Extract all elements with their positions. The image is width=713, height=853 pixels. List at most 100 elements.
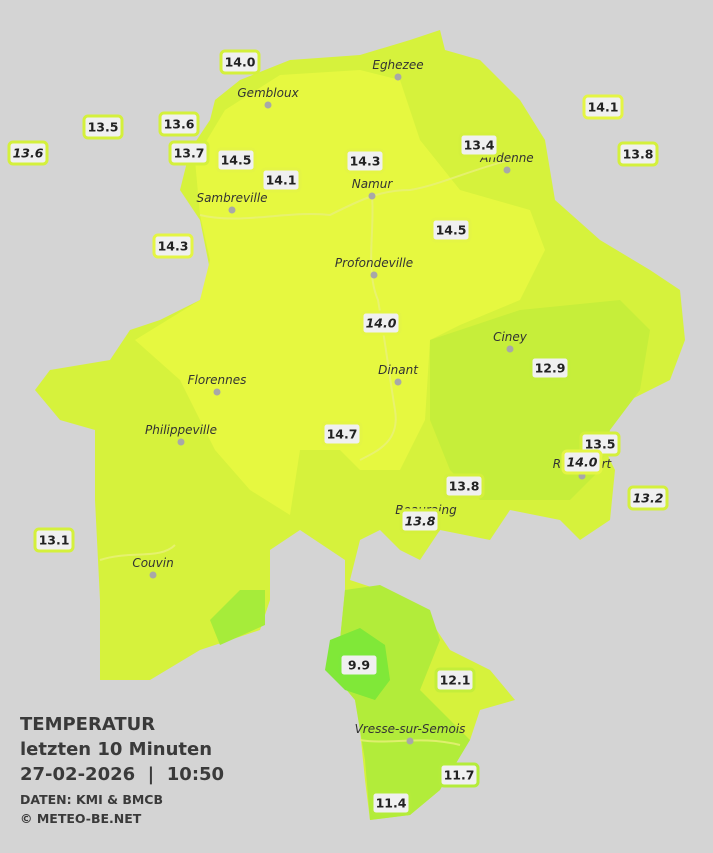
temperature: 9.9: [348, 658, 370, 673]
river: [199, 159, 511, 220]
city-dot: [394, 73, 402, 81]
city-dot: [149, 571, 157, 579]
temperature: 14.0: [567, 455, 598, 470]
temperature: 13.8: [623, 147, 654, 162]
river: [359, 195, 397, 461]
temperature: 13.7: [174, 146, 205, 161]
badge-box: [82, 114, 124, 140]
badge-box: [458, 132, 500, 158]
city-label: Namur: [352, 177, 394, 191]
temperature: 12.1: [440, 673, 471, 688]
city-label: Florennes: [188, 373, 247, 387]
cool-zone: [210, 590, 265, 645]
city-label: Sambreville: [196, 191, 267, 205]
badge-box: [344, 148, 386, 174]
caption-datetime: 27-02-2026 | 10:50: [20, 764, 224, 785]
temperature: 14.1: [266, 173, 297, 188]
station-badge: 14.7: [321, 421, 363, 447]
temperature: 11.4: [376, 796, 407, 811]
station-badge: 14.0: [219, 49, 261, 75]
temperature: 13.8: [405, 514, 436, 529]
station-badge: 13.1: [33, 527, 75, 553]
badge-box: [430, 217, 472, 243]
station-badge: 14.0: [561, 449, 603, 475]
station-badge: 13.8: [617, 141, 659, 167]
badge-box: [399, 508, 441, 534]
station-badge: 9.9: [338, 652, 380, 678]
badge-box: [360, 310, 402, 336]
badge-box: [370, 790, 412, 816]
city-label: Profondeville: [335, 256, 413, 270]
badge-box: [438, 762, 480, 788]
caption-title: TEMPERATUR: [20, 714, 155, 735]
station-badge: 14.5: [430, 217, 472, 243]
badge-box: [529, 355, 571, 381]
station-badge: 13.2: [627, 485, 669, 511]
badge-box: [443, 473, 485, 499]
city-dot: [228, 206, 236, 214]
city-label: Dinant: [378, 363, 419, 377]
badge-box: [168, 140, 210, 166]
temperature: 14.3: [350, 154, 381, 169]
temperature: 13.8: [449, 479, 480, 494]
temperature: 13.6: [164, 117, 195, 132]
station-badge: 14.0: [360, 310, 402, 336]
station-badge: 13.8: [443, 473, 485, 499]
badge-box: [582, 94, 624, 120]
temperature: 14.7: [327, 427, 358, 442]
temperature: 12.9: [535, 361, 566, 376]
caption-period: letzten 10 Minuten: [20, 739, 212, 760]
temperature: 11.7: [444, 768, 475, 783]
temperature: 14.1: [588, 100, 619, 115]
badge-box: [219, 49, 261, 75]
city-dot: [264, 101, 272, 109]
city-label: Eghezee: [372, 58, 423, 72]
temperature: 13.5: [88, 120, 119, 135]
badge-box: [561, 449, 603, 475]
station-badge: 12.1: [434, 667, 476, 693]
temperature: 13.6: [13, 146, 44, 161]
station-badge: 13.5: [82, 114, 124, 140]
station-badge: 12.9: [529, 355, 571, 381]
caption-source: DATEN: KMI & BMCB: [20, 792, 163, 807]
temperature: 13.1: [39, 533, 70, 548]
rivers: [99, 159, 511, 746]
station-badge: 14.1: [260, 167, 302, 193]
river: [99, 544, 176, 561]
stations: 14.0 13.5 13.6 13.6 13.7 14.5 14.1 14.3 13.4 14.1…: [7, 49, 669, 816]
city-label: Vresse-sur-Semois: [355, 722, 466, 736]
temperature: 13.5: [585, 437, 616, 452]
city-label: Philippeville: [145, 423, 217, 437]
caption-copyright: © METEO-BE.NET: [20, 811, 142, 826]
badge-box: [33, 527, 75, 553]
city-dot: [406, 737, 414, 745]
city-label: Gembloux: [237, 86, 299, 100]
city-label: Couvin: [132, 556, 173, 570]
station-badge: 14.1: [582, 94, 624, 120]
station-badge: 13.7: [168, 140, 210, 166]
station-badge: 11.4: [370, 790, 412, 816]
badge-box: [321, 421, 363, 447]
temperature: 13.2: [633, 491, 664, 506]
station-badge: 13.8: [399, 508, 441, 534]
city-dot: [213, 388, 221, 396]
temperature: 14.0: [225, 55, 256, 70]
badge-box: [260, 167, 302, 193]
temperature: 13.4: [464, 138, 495, 153]
badge-box: [338, 652, 380, 678]
badge-box: [152, 233, 194, 259]
station-badge: 13.4: [458, 132, 500, 158]
station-badge: 14.3: [152, 233, 194, 259]
city-dot: [503, 166, 511, 174]
badge-box: [215, 147, 257, 173]
station-badge: 14.3: [344, 148, 386, 174]
city-dot: [368, 192, 376, 200]
badge-box: [158, 111, 200, 137]
temperature: 14.5: [436, 223, 467, 238]
temperature: 14.5: [221, 153, 252, 168]
station-badge: 11.7: [438, 762, 480, 788]
city-dot: [177, 438, 185, 446]
city-dot: [370, 271, 378, 279]
